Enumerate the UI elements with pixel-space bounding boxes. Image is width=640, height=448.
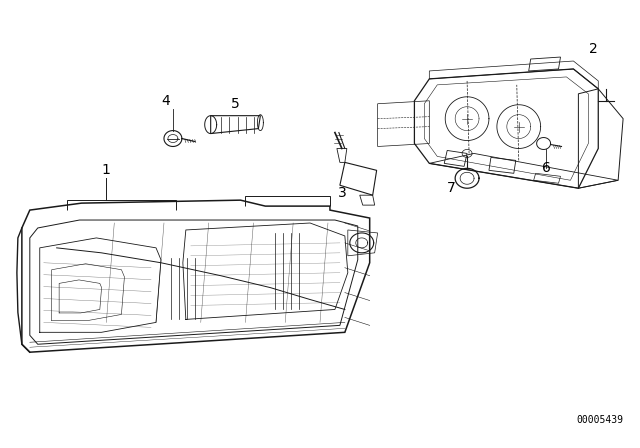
Text: 2: 2 [589,42,598,56]
Text: 00005439: 00005439 [576,415,623,425]
Text: 5: 5 [231,97,240,111]
Text: 3: 3 [337,186,346,200]
Text: 4: 4 [161,94,170,108]
Text: 6: 6 [542,161,551,175]
Text: 1: 1 [102,164,111,177]
Text: 7: 7 [447,181,456,195]
